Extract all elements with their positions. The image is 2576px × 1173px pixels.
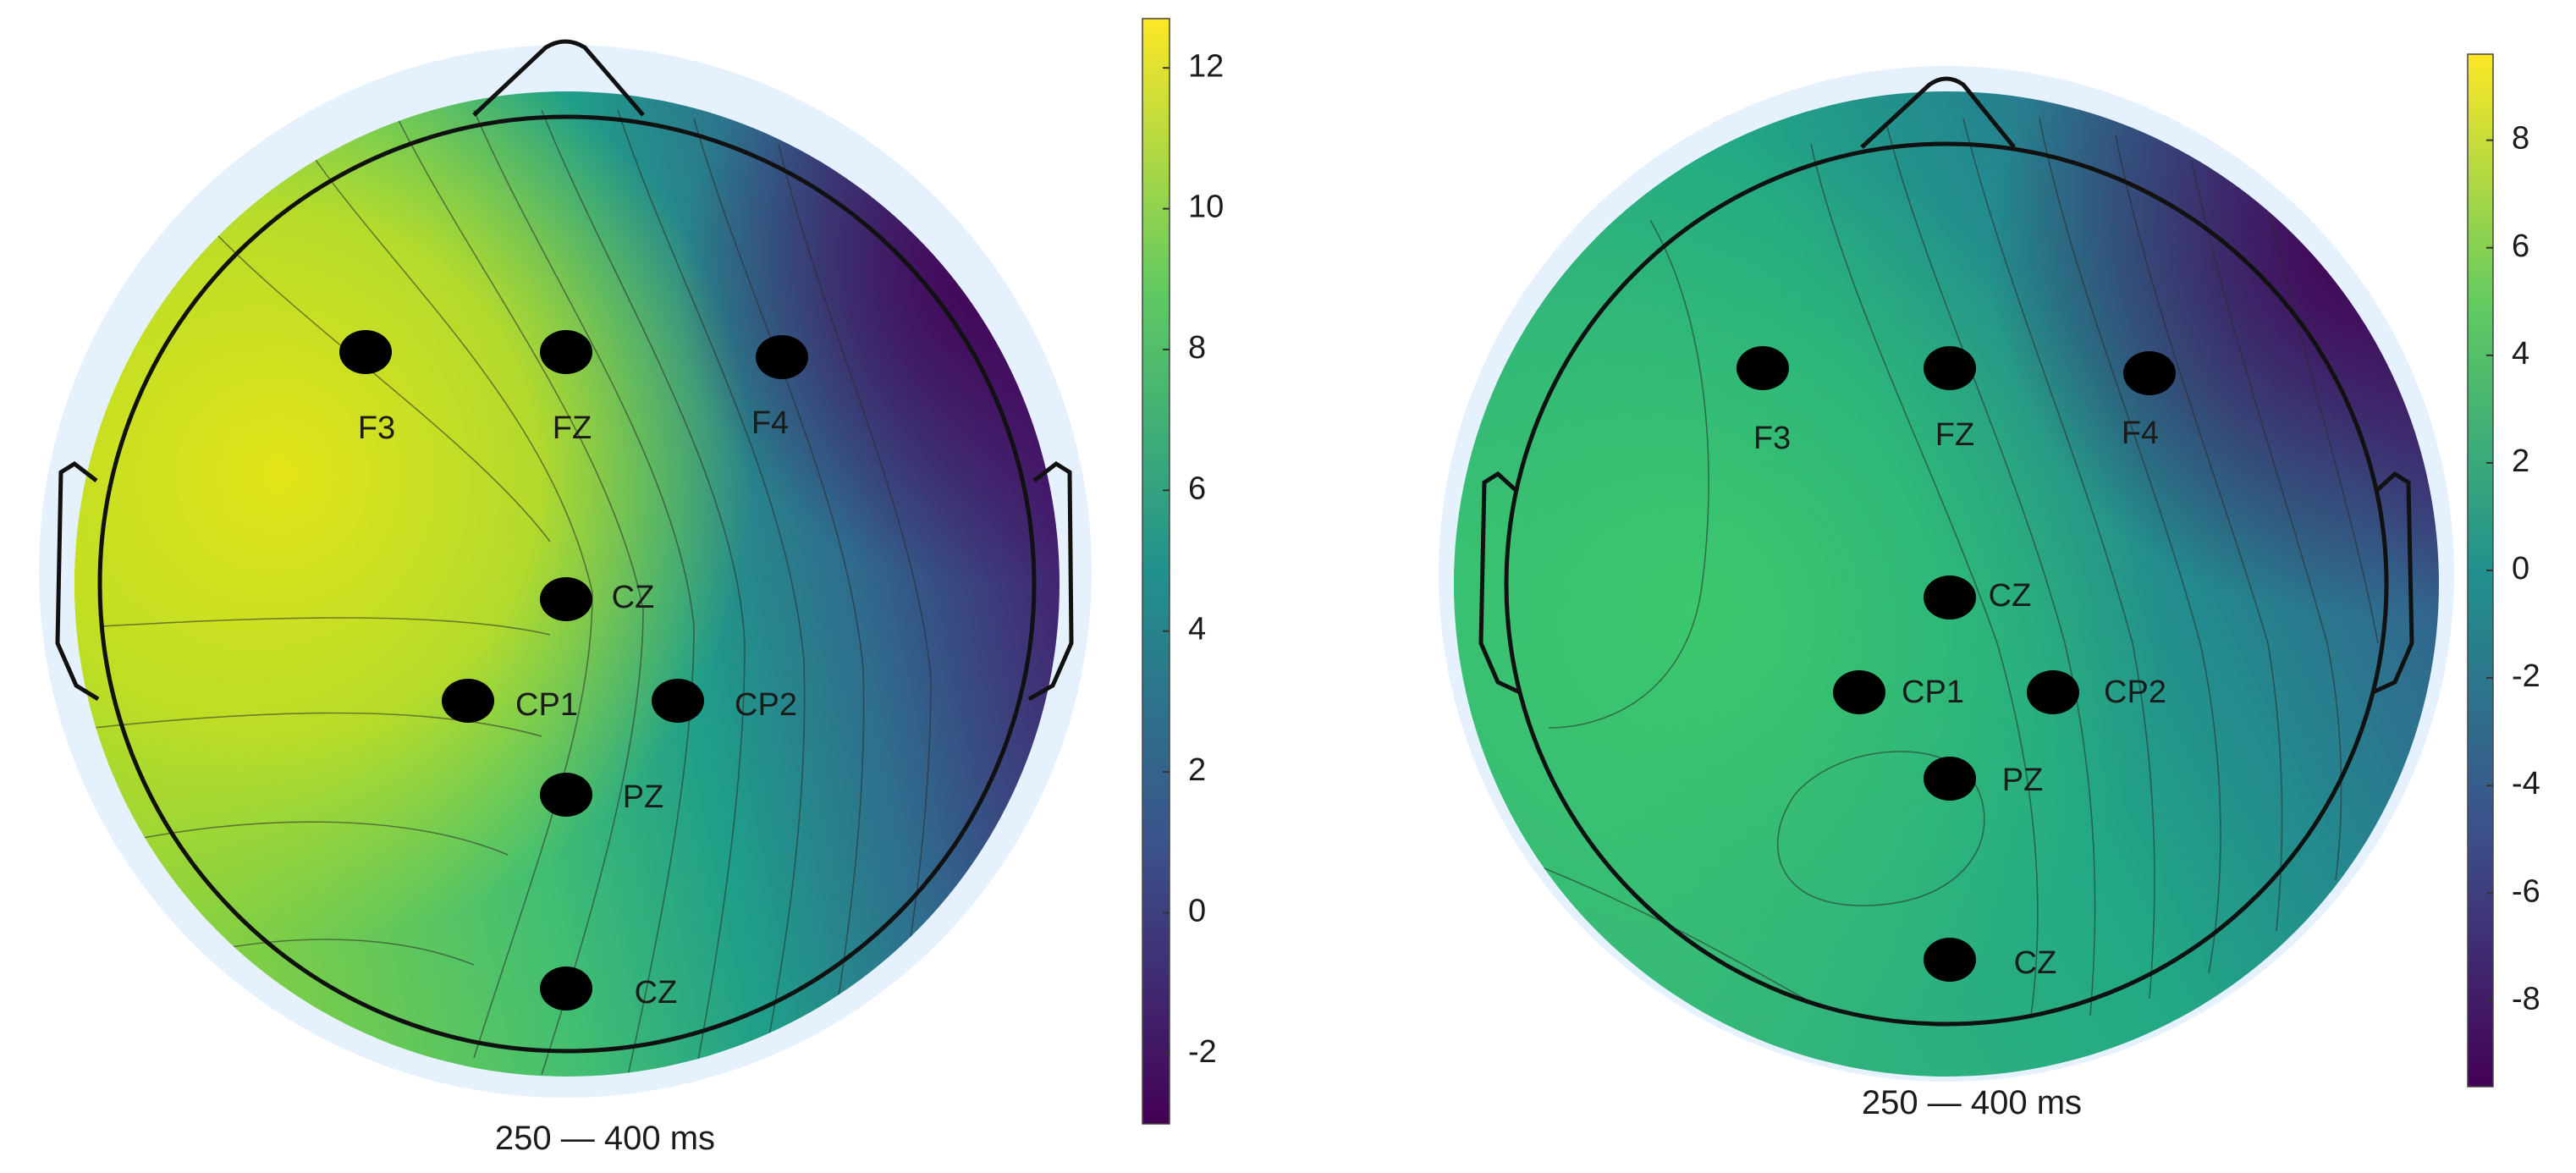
electrode-label-cp2: CP2 — [735, 687, 797, 723]
topomap-left: F3 FZ F4 CZ CP1 CP2 PZ CZ 250 — 400 ms — [39, 39, 1092, 1157]
electrode-dot-f3 — [339, 330, 392, 374]
electrode-dot-cp1 — [442, 679, 494, 723]
colorbar-tick-label: -2 — [1188, 1034, 1217, 1070]
electrode-label-cz: CZ — [612, 580, 655, 615]
electrode-label-cp1: CP1 — [515, 687, 578, 723]
electrode-dot-f4 — [756, 335, 808, 379]
electrodes-right: F3 FZ F4 CZ CP1 CP2 PZ CZ — [1737, 346, 2176, 982]
colorbar-tick-label: 6 — [1188, 471, 1206, 506]
head-circle — [1504, 141, 2389, 1027]
colorbar-tick-label: 8 — [1188, 330, 1206, 366]
colorbar-tick-label: 10 — [1188, 190, 1224, 225]
electrode-dot-cz — [540, 577, 592, 621]
colorbar-tick-label: 6 — [2512, 229, 2529, 264]
nose — [1860, 76, 2016, 149]
topomap-right: F3 FZ F4 CZ CP1 CP2 PZ CZ 250 — 400 ms — [1439, 66, 2454, 1121]
electrode-label-cp2: CP2 — [2104, 675, 2166, 710]
electrode-label-fz: FZ — [1935, 417, 1974, 453]
colorbar-tick-label: 8 — [2512, 121, 2529, 157]
map-caption: 250 — 400 ms — [1862, 1084, 2082, 1121]
colorbar-ticks: 12 10 8 6 4 2 0 -2 — [1163, 48, 1224, 1070]
right-ear — [1027, 460, 1074, 702]
colorbar-tick-label: -8 — [2512, 981, 2540, 1016]
colorbar-ticks: 8 6 4 2 0 -2 -4 -6 -8 — [2486, 121, 2540, 1016]
electrode-dot-cp2 — [2027, 670, 2079, 714]
colorbar-left: 12 10 8 6 4 2 0 -2 — [1142, 18, 1224, 1125]
electrode-label-pz: PZ — [2002, 763, 2044, 798]
left-ear — [1478, 471, 1522, 695]
colorbar-tick-label: -6 — [2512, 873, 2540, 909]
colorbar-right: 8 6 4 2 0 -2 -4 -6 -8 — [2467, 53, 2540, 1088]
electrode-dot-pz — [540, 773, 592, 817]
electrode-label-pz: PZ — [623, 779, 664, 815]
electrode-dot-fz — [1924, 346, 1976, 390]
electrode-label-cp1: CP1 — [1902, 675, 1964, 710]
electrode-label-fz: FZ — [553, 410, 592, 446]
electrode-label-cz: CZ — [2014, 945, 2057, 981]
colorbar-tick-label: 2 — [2512, 443, 2529, 479]
electrode-dot-pz — [1924, 757, 1976, 801]
right-ear — [2371, 471, 2414, 695]
colorbar-tick-label: 2 — [1188, 752, 1206, 788]
colorbar-tick-label: 4 — [2512, 336, 2529, 372]
colorbar-tick-label: 12 — [1188, 48, 1224, 84]
colorbar-tick-label: -4 — [2512, 766, 2540, 801]
electrode-dot-f3 — [1737, 346, 1789, 390]
head-outline — [55, 39, 1074, 1054]
electrode-dot-cz — [1924, 575, 1976, 620]
electrode-label-f3: F3 — [1753, 421, 1791, 456]
electrode-label-cz: CZ — [1989, 578, 2032, 614]
electrode-dot-cp1 — [1833, 670, 1885, 714]
colorbar-gradient — [1142, 18, 1170, 1125]
map-caption: 250 — 400 ms — [495, 1120, 715, 1157]
electrode-label-f4: F4 — [2122, 416, 2159, 451]
potential-field — [1454, 91, 2439, 1077]
electrode-label-f3: F3 — [358, 410, 395, 446]
electrode-label-cz: CZ — [635, 975, 678, 1011]
electrode-dot-cz — [540, 966, 592, 1011]
electrode-dot-cp2 — [652, 679, 704, 723]
head-outline — [1478, 76, 2414, 1027]
electrode-dot-f4 — [2123, 351, 2176, 395]
contour-lines — [1531, 118, 2379, 1016]
electrode-dot-cz — [1924, 938, 1976, 982]
electrode-dot-fz — [540, 330, 592, 374]
colorbar-tick-label: 4 — [1188, 612, 1206, 647]
electrodes-left: F3 FZ F4 CZ CP1 CP2 PZ CZ — [339, 330, 808, 1011]
left-ear — [55, 460, 100, 702]
head-circle — [97, 114, 1037, 1054]
electrode-label-f4: F4 — [751, 405, 789, 441]
colorbar-tick-label: 0 — [2512, 551, 2529, 586]
colorbar-tick-label: 0 — [1188, 893, 1206, 928]
colorbar-tick-label: -2 — [2512, 658, 2540, 694]
nose — [472, 39, 645, 117]
